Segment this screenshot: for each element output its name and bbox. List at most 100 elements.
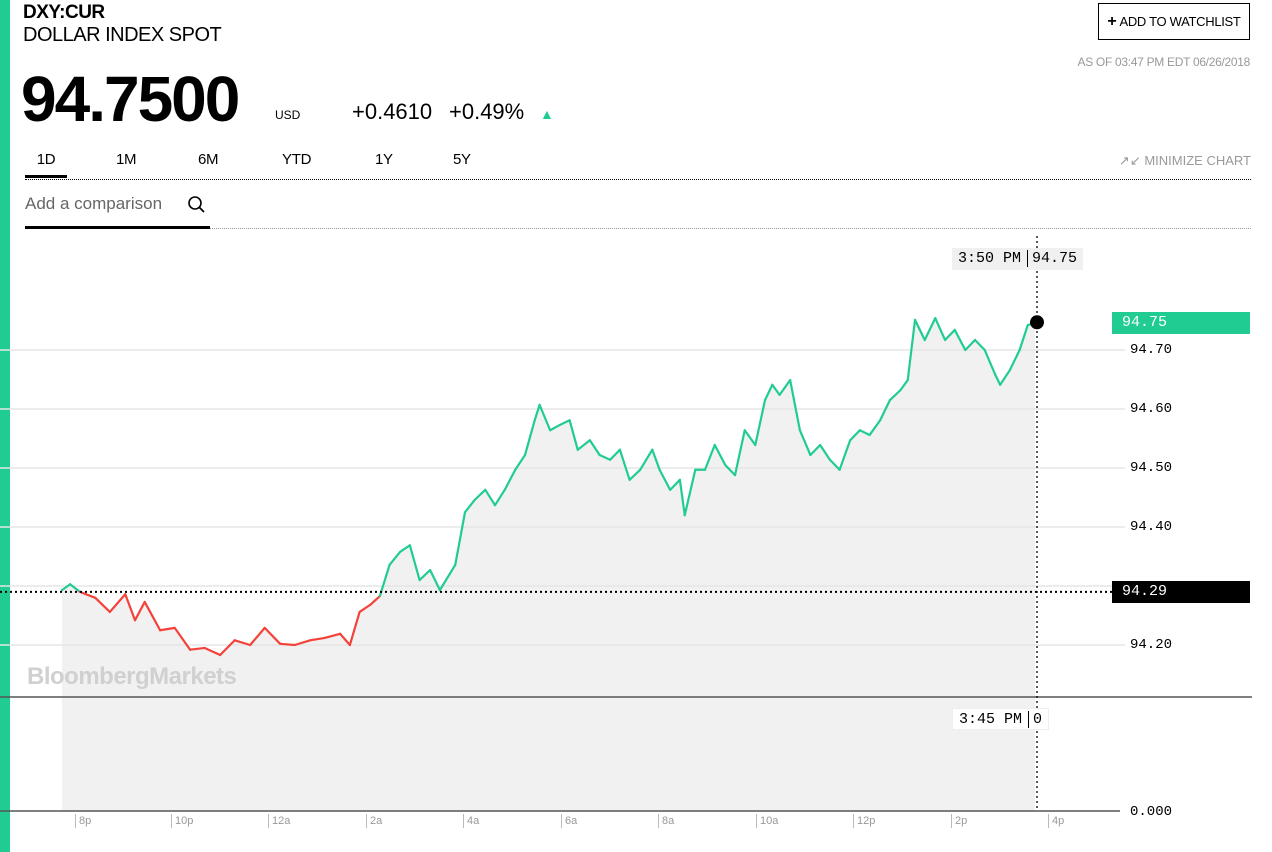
price-line-segment-up	[888, 389, 902, 402]
x-tick-label: 10p	[171, 814, 193, 828]
crosshair-volume-time: 3:45 PM	[959, 711, 1023, 728]
price-line-segment-up	[514, 453, 527, 471]
y-tick-label: 94.60	[1130, 401, 1173, 417]
price-line-segment-up	[418, 568, 432, 582]
watchlist-label: ADD TO WATCHLIST	[1119, 14, 1241, 29]
x-tick-label: 2p	[951, 814, 967, 828]
price-line-segment-down	[249, 626, 266, 647]
price-line-segment-up	[789, 378, 801, 432]
price-line-segment-up	[879, 399, 891, 422]
crosshair-top-tooltip: 3:50 PM 94.75	[952, 248, 1084, 270]
x-tick-label: 12a	[268, 814, 290, 828]
price-line-segment-down	[309, 636, 326, 642]
previous-close-tag: 94.29	[1112, 581, 1250, 603]
minimize-label: MINIMIZE CHART	[1144, 153, 1251, 168]
price-line-segment-up	[609, 448, 621, 461]
tab-5y[interactable]: 5Y	[453, 151, 471, 168]
price-line-segment-up	[378, 563, 391, 598]
comparison-input[interactable]: Add a comparison	[25, 191, 210, 229]
price-line-segment-up	[651, 448, 661, 471]
as-of-timestamp: AS OF 03:47 PM EDT 06/26/2018	[1077, 55, 1250, 69]
price-line-segment-down	[133, 600, 146, 622]
price-line-segment-down	[108, 593, 127, 614]
tab-1y[interactable]: 1Y	[375, 151, 393, 168]
price-line-segment-down	[78, 590, 97, 599]
price-line-segment-down	[124, 593, 137, 622]
price-line-segment-up	[713, 443, 727, 467]
price-line-segment-up	[849, 429, 861, 442]
price-line-segment-up	[69, 583, 81, 594]
price-line-segment-up	[724, 463, 737, 477]
price-line-segment-up	[819, 443, 831, 461]
price-line-segment-down	[143, 600, 162, 632]
price-line-segment-down	[263, 626, 282, 645]
price-line-segment-down	[233, 639, 252, 647]
x-tick-label: 6a	[561, 814, 577, 828]
search-icon[interactable]	[187, 195, 207, 215]
range-tabs: 1D 1M 6M YTD 1Y 5Y ↗↙ MINIMIZE CHART	[25, 150, 1251, 180]
tab-6m[interactable]: 6M	[198, 151, 219, 168]
price-line-segment-up	[999, 368, 1011, 386]
price-line-segment-up	[809, 443, 822, 457]
price-area-fill	[62, 318, 1036, 811]
crosshair-time: 3:50 PM	[958, 250, 1022, 267]
x-tick-label: 12p	[853, 814, 875, 828]
price-line-segment-up	[899, 378, 909, 392]
crosshair-bottom-tooltip: 3:45 PM 0	[952, 708, 1050, 730]
price-line-segment-up	[733, 429, 746, 477]
y-tick-label: 94.70	[1130, 342, 1173, 358]
price-line-segment-down	[293, 639, 312, 647]
price-line-segment-up	[598, 453, 612, 461]
price-line-segment-up	[454, 511, 467, 566]
comparison-bar: Add a comparison	[25, 191, 1251, 229]
price-line-segment-down	[159, 626, 176, 632]
price-line-segment-up	[973, 338, 986, 352]
accent-bar	[0, 0, 10, 852]
y-tick-label: 94.50	[1130, 460, 1173, 476]
tab-ytd[interactable]: YTD	[282, 151, 312, 168]
price-line-segment-up	[538, 403, 552, 432]
price-line-segment-down	[339, 632, 351, 647]
price-line-segment-up	[798, 429, 812, 457]
price-line-segment-up	[533, 403, 541, 422]
triangle-up-icon: ▲	[540, 106, 554, 122]
price-line-segment-up	[1008, 348, 1021, 372]
minimize-chart-button[interactable]: ↗↙ MINIMIZE CHART	[1119, 153, 1251, 169]
price-line-segment-up	[473, 488, 487, 501]
price-line-segment-up	[964, 338, 977, 352]
tab-1m[interactable]: 1M	[116, 151, 137, 168]
price-line-segment-up	[953, 328, 967, 352]
price-line-segment-up	[438, 563, 457, 592]
price-line-segment-down	[348, 610, 361, 647]
bloomberg-watermark: BloombergMarkets	[27, 663, 237, 690]
price-line-segment-up	[549, 423, 561, 432]
minimize-icon: ↗↙	[1118, 153, 1141, 168]
x-tick-label: 8p	[75, 814, 91, 828]
price-line-segment-up	[678, 478, 686, 517]
add-to-watchlist-button[interactable]: + ADD TO WATCHLIST	[1098, 3, 1250, 40]
price-line-segment-up	[994, 373, 1002, 386]
price-line-segment-down	[94, 596, 111, 614]
price-line-segment-up	[639, 448, 654, 471]
tab-1d[interactable]: 1D	[25, 151, 67, 178]
price-line-segment-up	[754, 399, 767, 447]
price-change: +0.4610	[352, 99, 433, 124]
price-line-segment-down	[279, 642, 296, 647]
price-change-percent: +0.49%	[449, 99, 525, 124]
price-line-segment-up	[906, 318, 917, 382]
price-line-segment-up	[568, 419, 579, 451]
x-tick-label: 4p	[1048, 814, 1064, 828]
ticker-symbol: DXY:CUR	[23, 2, 105, 23]
price-line-segment-up	[703, 443, 716, 471]
price-line-segment-up	[934, 317, 947, 342]
price-line-segment-up	[429, 568, 441, 592]
price-line-segment-up	[576, 439, 591, 451]
price-line-segment-up	[1018, 324, 1029, 352]
price-line-segment-up	[523, 419, 536, 457]
price-line-segment-up	[771, 383, 781, 396]
price-line-segment-up	[503, 468, 517, 491]
currency: USD	[275, 108, 301, 122]
price-line-segment-up	[388, 550, 402, 566]
price-line-segment-up	[408, 544, 421, 582]
